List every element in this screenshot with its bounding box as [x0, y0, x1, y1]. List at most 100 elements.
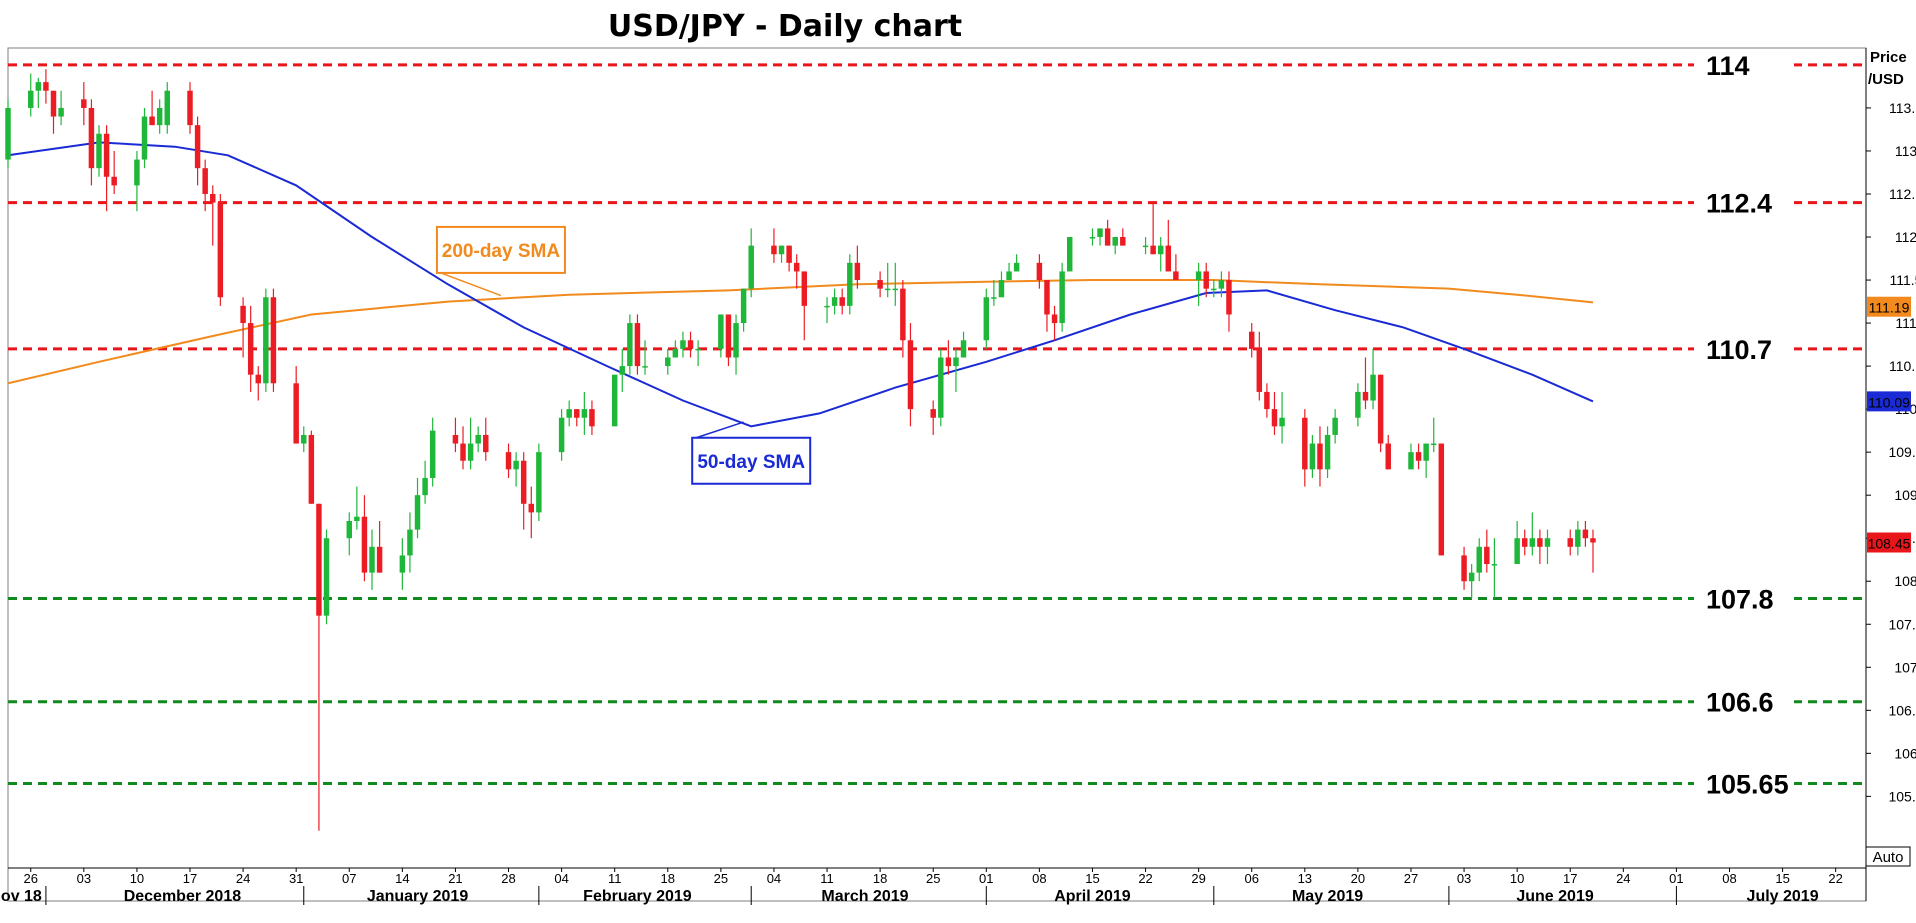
candle-body: [1431, 443, 1437, 446]
x-tick-label: 10: [1510, 871, 1524, 886]
x-tick-label: 15: [1085, 871, 1099, 886]
x-tick-label: 21: [448, 871, 462, 886]
level-label: 105.65: [1706, 769, 1789, 799]
y-tick-label: 107.5: [1888, 616, 1916, 632]
y-tick-label: 110.5: [1889, 358, 1916, 374]
candle-body: [422, 477, 428, 496]
value-tag-bg: [1867, 391, 1911, 412]
candle-body: [1120, 237, 1126, 246]
level-label-bg: [1694, 187, 1794, 218]
x-tick-label: 24: [236, 871, 250, 886]
candle-body: [998, 280, 1005, 298]
x-tick-label: 07: [342, 871, 356, 886]
candle-body: [680, 340, 686, 349]
x-tick-label: 26: [24, 871, 38, 886]
candle-body: [483, 434, 489, 453]
month-label: January 2019: [367, 888, 469, 905]
y-tick-label: 113.5: [1889, 100, 1916, 116]
x-tick-label: 15: [1775, 871, 1789, 886]
y-tick-label: 106: [1894, 745, 1916, 761]
candle-body: [1355, 391, 1361, 418]
x-tick-label: 10: [130, 871, 144, 886]
candle-body: [58, 107, 64, 117]
candle-body: [301, 434, 307, 444]
candle-body: [1211, 288, 1217, 291]
level-label: 112.4: [1706, 189, 1772, 219]
candle-body: [505, 452, 512, 470]
x-tick-label: 06: [1244, 871, 1258, 886]
candle-body: [1173, 271, 1179, 281]
candle-body: [1066, 237, 1073, 272]
candle-body: [900, 288, 906, 341]
candle-body: [217, 202, 224, 298]
candle-body: [1514, 538, 1520, 565]
candle-body: [407, 529, 413, 556]
candle-body: [627, 323, 633, 367]
candle-body: [1332, 417, 1338, 435]
candle-body: [1468, 572, 1475, 582]
candle-body: [786, 245, 792, 263]
candle-body: [725, 314, 732, 358]
series-annotations: 200-day SMA 50-day SMA: [435, 225, 812, 485]
candle-body: [1264, 391, 1270, 410]
candle-body: [210, 193, 216, 203]
candle-body: [467, 443, 474, 461]
candle-body: [1324, 434, 1331, 470]
x-axis: 26 03 10 17 24 31 07 14 21 28 04 11 18 25 04 11 18 25 01 08…: [0, 867, 1866, 905]
candle-body: [187, 90, 193, 126]
candle-body: [1013, 262, 1020, 272]
candle-body: [149, 116, 155, 126]
month-label: February 2019: [583, 888, 692, 905]
candle-body: [1226, 280, 1232, 315]
auto-scale-box[interactable]: [1865, 846, 1911, 867]
candle-body: [156, 107, 163, 126]
candle-body: [308, 434, 315, 504]
x-tick-label: 03: [1457, 871, 1471, 886]
candle-body: [687, 340, 694, 349]
x-tick-label: 27: [1404, 871, 1418, 886]
x-tick-label: 31: [289, 871, 303, 886]
candle-body: [399, 555, 406, 573]
candle-body: [134, 159, 140, 186]
candle-body: [1567, 538, 1573, 547]
candle-body: [88, 107, 95, 169]
candle-body: [1415, 452, 1422, 461]
x-tick-label: 04: [767, 871, 781, 886]
candle-body: [672, 348, 679, 358]
level-label-bg: [1694, 583, 1794, 614]
x-tick-label: 22: [1828, 871, 1842, 886]
candle-body: [1089, 237, 1096, 239]
candle-body: [50, 90, 57, 117]
horizontal-levels: 114 112.4 110.7 107.8 106.6 105.65: [8, 49, 1866, 799]
y-axis-label-line-1: Price: [1870, 49, 1907, 66]
candle-body: [1423, 443, 1429, 461]
y-tick-label: 111: [1895, 315, 1916, 331]
candle-body: [1279, 417, 1285, 427]
auto-scale-label: Auto: [1873, 849, 1904, 866]
candle-body: [1165, 245, 1172, 272]
x-tick-label: 01: [979, 871, 993, 886]
candle-body: [611, 374, 618, 427]
callout-label: 50-day SMA: [697, 452, 805, 473]
candle-body: [907, 340, 914, 410]
value-tag-text: 108.45: [1868, 536, 1911, 552]
level-label: 107.8: [1706, 584, 1774, 614]
x-tick-label: 18: [661, 871, 675, 886]
candlesticks: [5, 69, 1596, 831]
candle-body: [354, 516, 360, 521]
candle-body: [793, 262, 800, 272]
level-label-bg: [1694, 333, 1794, 364]
x-tick-label: 11: [608, 871, 622, 886]
candle-body: [1362, 391, 1369, 401]
candle-body: [930, 409, 936, 418]
candle-body: [1529, 538, 1536, 547]
candle-body: [1150, 245, 1156, 255]
candle-body: [1370, 374, 1376, 401]
level-label-bg: [1694, 686, 1794, 717]
y-tick-label: 108: [1894, 573, 1916, 589]
candle-body: [111, 176, 117, 186]
x-tick-label: 01: [1669, 871, 1683, 886]
level-label: 114: [1706, 51, 1750, 81]
month-label: May 2019: [1292, 888, 1363, 905]
